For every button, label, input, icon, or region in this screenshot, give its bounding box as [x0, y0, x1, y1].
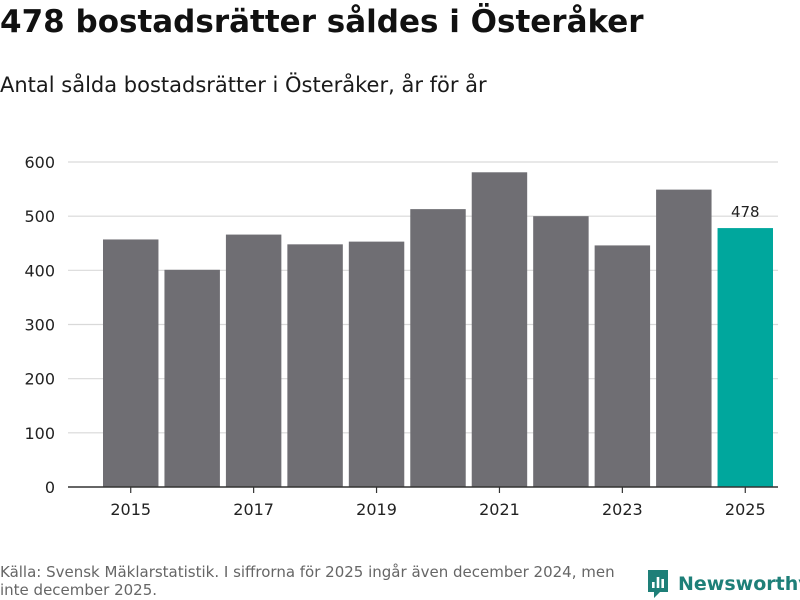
x-tick-label: 2017 — [233, 500, 274, 519]
x-tick-label: 2019 — [356, 500, 397, 519]
y-tick-label: 600 — [24, 153, 55, 172]
brand-label: Newsworthy — [678, 573, 800, 595]
x-tick-label: 2015 — [110, 500, 151, 519]
newsworthy-logo-icon — [648, 570, 668, 598]
y-tick-label: 0 — [45, 478, 55, 497]
bar-2017 — [225, 234, 282, 487]
y-tick-label: 300 — [24, 316, 55, 335]
bar-2015 — [103, 239, 159, 487]
bar-2022 — [533, 216, 589, 487]
data-label-2025: 478 — [731, 203, 760, 221]
y-tick-label: 400 — [24, 261, 55, 280]
chart-title: 478 bostadsrätter såldes i Österåker — [0, 4, 644, 40]
y-tick-label: 200 — [24, 370, 55, 389]
y-tick-label: 100 — [24, 424, 55, 443]
newsworthy-brand: Newsworthy — [646, 568, 800, 600]
x-tick-label: 2021 — [479, 500, 520, 519]
bar-2024 — [656, 189, 712, 487]
bar-2021 — [471, 172, 528, 487]
bar-chart: 0 100 200 300 400 500 600 2015 2017 2019 2021 2023 2… — [24, 153, 778, 519]
y-tick-label: 500 — [24, 207, 55, 226]
x-tick-label: 2023 — [602, 500, 643, 519]
bar-2019 — [348, 241, 405, 487]
chart-subtitle: Antal sålda bostadsrätter i Österåker, å… — [0, 73, 487, 97]
x-tick-label: 2025 — [725, 500, 766, 519]
bar-2020 — [410, 209, 466, 487]
bar-2023 — [594, 245, 651, 487]
bar-2018 — [287, 244, 343, 487]
bar-2016 — [164, 269, 220, 487]
source-note: Källa: Svensk Mäklarstatistik. I siffror… — [0, 563, 615, 599]
bar-2025 — [717, 228, 773, 487]
